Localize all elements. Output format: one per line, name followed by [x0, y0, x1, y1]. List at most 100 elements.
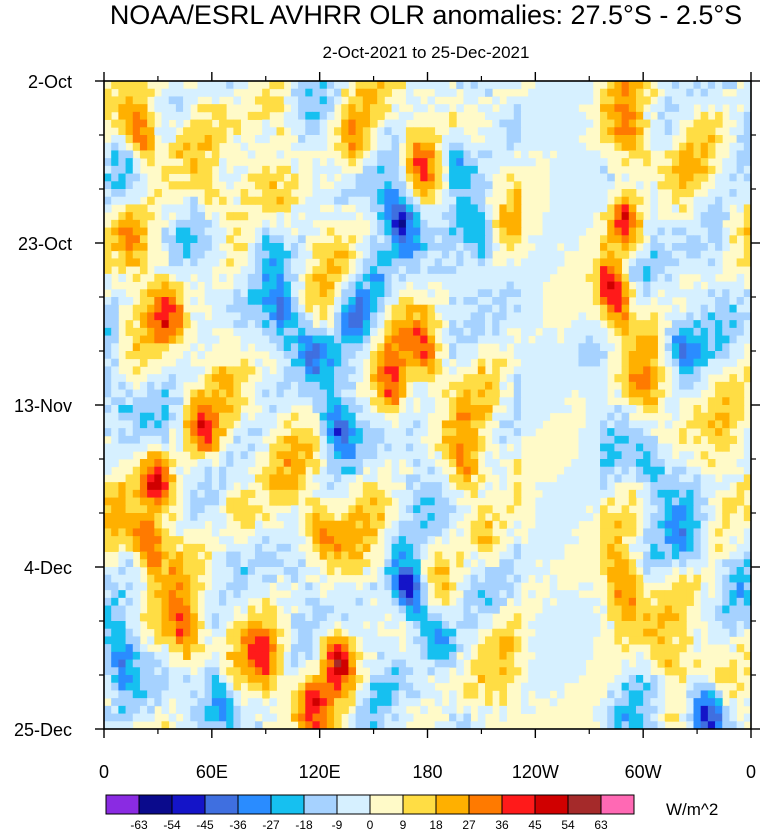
- field-cell: [707, 150, 716, 159]
- field-cell: [664, 628, 673, 637]
- field-cell: [104, 235, 112, 244]
- field-cell: [492, 466, 500, 475]
- field-cell: [600, 173, 608, 182]
- field-cell: [247, 574, 256, 583]
- field-cell: [427, 258, 436, 267]
- field-cell: [377, 343, 385, 352]
- field-cell: [298, 119, 306, 128]
- field-cell: [485, 219, 493, 228]
- field-cell: [262, 320, 270, 329]
- field-cell: [671, 150, 680, 159]
- field-cell: [183, 489, 191, 498]
- field-cell: [578, 381, 587, 390]
- field-cell: [175, 358, 184, 367]
- field-cell: [175, 312, 184, 321]
- field-cell: [492, 428, 500, 437]
- field-cell: [348, 435, 357, 444]
- field-cell: [571, 366, 579, 375]
- field-cell: [247, 520, 256, 529]
- field-cell: [204, 173, 213, 182]
- field-cell: [420, 227, 428, 236]
- field-cell: [226, 459, 234, 468]
- field-cell: [326, 389, 335, 398]
- field-cell: [693, 567, 702, 576]
- field-cell: [650, 474, 658, 483]
- field-cell: [707, 142, 716, 151]
- field-cell: [326, 543, 335, 552]
- field-cell: [528, 528, 536, 537]
- field-cell: [449, 320, 457, 329]
- field-cell: [686, 389, 694, 398]
- field-cell: [211, 320, 220, 329]
- field-cell: [132, 258, 141, 267]
- field-cell: [578, 613, 587, 622]
- field-cell: [736, 142, 745, 151]
- field-cell: [161, 173, 170, 182]
- field-cell: [118, 297, 126, 306]
- field-cell: [226, 235, 234, 244]
- field-cell: [405, 621, 414, 630]
- field-cell: [592, 258, 601, 267]
- field-cell: [549, 127, 558, 136]
- field-cell: [262, 466, 270, 475]
- field-cell: [707, 266, 716, 275]
- field-cell: [341, 582, 349, 591]
- field-cell: [298, 358, 306, 367]
- field-cell: [369, 420, 378, 429]
- field-cell: [355, 289, 364, 298]
- field-cell: [635, 358, 644, 367]
- field-cell: [743, 165, 751, 174]
- field-cell: [707, 397, 716, 406]
- field-cell: [168, 111, 177, 120]
- field-cell: [700, 127, 709, 136]
- field-cell: [276, 513, 285, 522]
- field-cell: [693, 335, 702, 344]
- field-cell: [204, 405, 213, 414]
- field-cell: [585, 212, 594, 221]
- field-cell: [657, 165, 666, 174]
- field-cell: [125, 474, 134, 483]
- field-cell: [233, 374, 241, 383]
- field-cell: [377, 297, 385, 306]
- field-cell: [369, 636, 378, 645]
- field-cell: [405, 266, 414, 275]
- field-cell: [197, 327, 206, 336]
- field-cell: [384, 165, 392, 174]
- field-cell: [470, 536, 479, 545]
- field-cell: [492, 96, 500, 105]
- field-cell: [743, 543, 751, 552]
- field-cell: [707, 258, 716, 267]
- field-cell: [168, 543, 177, 552]
- field-cell: [427, 628, 436, 637]
- field-cell: [506, 397, 515, 406]
- field-cell: [161, 343, 170, 352]
- field-cell: [700, 204, 709, 213]
- field-cell: [722, 574, 730, 583]
- field-cell: [154, 474, 162, 483]
- field-cell: [470, 289, 479, 298]
- field-cell: [111, 235, 119, 244]
- field-cell: [377, 435, 385, 444]
- field-cell: [743, 435, 751, 444]
- field-cell: [104, 281, 112, 290]
- field-cell: [211, 574, 220, 583]
- field-cell: [348, 405, 357, 414]
- field-cell: [312, 135, 321, 144]
- field-cell: [736, 621, 745, 630]
- field-cell: [190, 582, 198, 591]
- field-cell: [262, 289, 270, 298]
- field-cell: [463, 466, 472, 475]
- field-cell: [434, 574, 443, 583]
- field-cell: [679, 497, 687, 506]
- field-cell: [650, 482, 658, 491]
- field-cell: [743, 250, 751, 259]
- field-cell: [614, 451, 622, 460]
- field-cell: [492, 605, 500, 614]
- field-cell: [628, 451, 637, 460]
- field-cell: [700, 366, 709, 375]
- field-cell: [197, 227, 206, 236]
- field-cell: [132, 235, 141, 244]
- field-cell: [139, 235, 148, 244]
- field-cell: [111, 189, 119, 198]
- field-cell: [556, 212, 565, 221]
